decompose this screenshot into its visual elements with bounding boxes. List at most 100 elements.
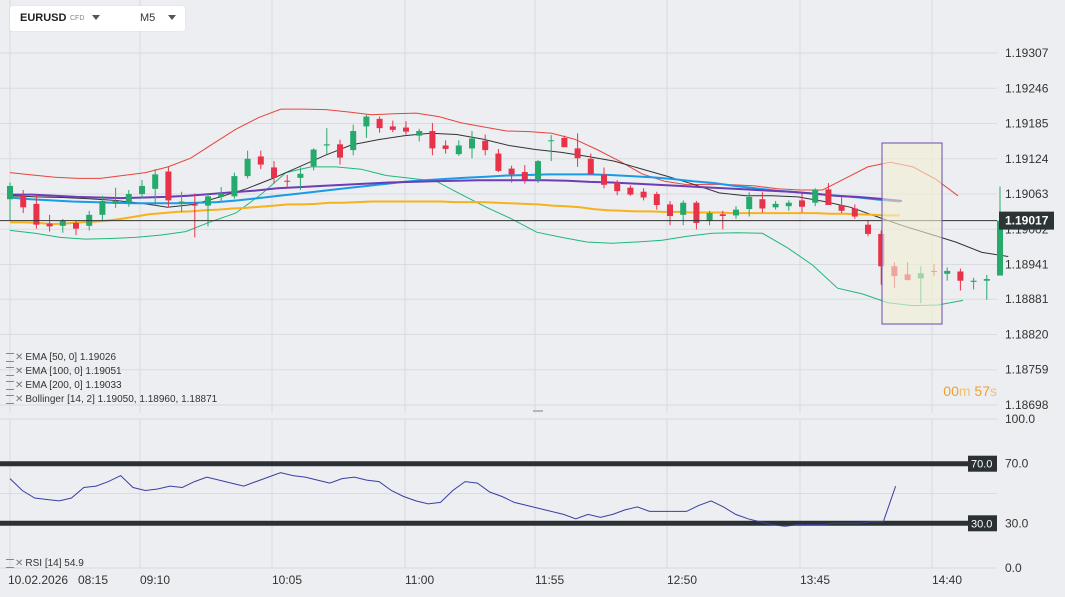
indicator-legend-bollinger[interactable]: ✕ Bollinger [14, 2] 1.19050, 1.18960, 1.1… bbox=[6, 394, 217, 405]
menu-icon[interactable] bbox=[6, 352, 14, 362]
rsi-tick-label: 100.0 bbox=[1005, 412, 1035, 426]
candle-up bbox=[746, 196, 753, 210]
timeframe-label[interactable]: M5 bbox=[140, 12, 156, 24]
candle-down bbox=[403, 127, 409, 132]
time-tick-label: 10.02.2026 bbox=[8, 573, 68, 587]
timer-seconds-unit: s bbox=[990, 383, 997, 399]
indicator-label: Bollinger [14, 2] 1.19050, 1.18960, 1.18… bbox=[25, 394, 218, 405]
time-tick-label: 11:55 bbox=[535, 573, 564, 587]
candle-down bbox=[601, 174, 607, 185]
candle-down bbox=[508, 168, 515, 175]
time-tick-label: 08:15 bbox=[78, 573, 108, 587]
candle-down bbox=[587, 158, 594, 175]
candle-down bbox=[165, 171, 172, 201]
candle-up bbox=[970, 280, 977, 282]
candle-down bbox=[640, 191, 647, 198]
symbol-sub-label: CFD bbox=[70, 15, 85, 22]
indicator-legend-ema100[interactable]: ✕ EMA [100, 0] 1.19051 bbox=[6, 366, 122, 377]
candle-up bbox=[785, 202, 792, 207]
price-tick-label: 1.19063 bbox=[1005, 187, 1049, 201]
rsi-30-badge-label: 30.0 bbox=[971, 518, 992, 530]
candle-up bbox=[944, 270, 951, 274]
rsi-label: RSI [14] 54.9 bbox=[25, 558, 84, 569]
candle-down bbox=[653, 194, 660, 206]
price-tick-label: 1.18941 bbox=[1005, 258, 1049, 272]
rsi-line bbox=[9, 472, 897, 527]
close-icon[interactable]: ✕ bbox=[15, 558, 24, 569]
candle-up bbox=[297, 173, 304, 178]
rsi-tick-label: 70.0 bbox=[1005, 457, 1029, 471]
time-tick-label: 11:00 bbox=[405, 573, 434, 587]
rsi-30-badge bbox=[968, 515, 997, 532]
menu-icon[interactable] bbox=[6, 366, 14, 376]
time-tick-label: 13:45 bbox=[800, 573, 830, 587]
candle-down bbox=[693, 202, 700, 223]
candle-down bbox=[337, 144, 343, 158]
close-icon[interactable]: ✕ bbox=[15, 380, 24, 391]
timer-minutes: 00 bbox=[943, 383, 959, 399]
candle-up bbox=[323, 144, 330, 146]
candle-down bbox=[284, 180, 291, 182]
price-tick-label: 1.19124 bbox=[1005, 152, 1049, 166]
candle-down bbox=[878, 233, 885, 267]
candle-down bbox=[482, 140, 489, 151]
candle-down bbox=[759, 199, 766, 209]
candle-up bbox=[363, 116, 370, 127]
menu-icon[interactable] bbox=[6, 380, 14, 390]
candle-down bbox=[574, 148, 581, 159]
candle-down bbox=[429, 131, 436, 149]
rsi-tick-label: 30.0 bbox=[1005, 516, 1029, 530]
timeframe-dropdown-chevron-icon[interactable] bbox=[168, 15, 176, 20]
symbol-toolbar: EURUSD CFD M5 bbox=[10, 6, 185, 31]
candle-up bbox=[139, 185, 145, 195]
price-tick-label: 1.19307 bbox=[1005, 46, 1049, 60]
candle-up bbox=[812, 189, 819, 203]
indicator-legend-ema200[interactable]: ✕ EMA [200, 0] 1.19033 bbox=[6, 380, 122, 391]
rsi-70-badge bbox=[968, 455, 997, 472]
rsi-legend[interactable]: ✕ RSI [14] 54.9 bbox=[6, 558, 84, 569]
time-tick-label: 09:10 bbox=[140, 573, 170, 587]
candle-up bbox=[99, 200, 106, 215]
indicator-label: EMA [50, 0] 1.19026 bbox=[25, 352, 117, 363]
candle-up bbox=[7, 185, 13, 200]
rsi-tick-label: 0.0 bbox=[1005, 561, 1022, 575]
candle-down bbox=[799, 200, 805, 207]
close-icon[interactable]: ✕ bbox=[15, 394, 24, 405]
candle-down bbox=[73, 222, 79, 229]
candle-down bbox=[667, 204, 673, 216]
ema50-line bbox=[10, 200, 900, 226]
candle-up bbox=[997, 220, 1003, 276]
price-tick-label: 1.18759 bbox=[1005, 363, 1049, 377]
price-tick-label: 1.19246 bbox=[1005, 81, 1049, 95]
close-icon[interactable]: ✕ bbox=[15, 352, 24, 363]
price-tick-label: 1.18698 bbox=[1005, 398, 1049, 412]
candle-up bbox=[244, 158, 251, 177]
candle-up bbox=[152, 174, 159, 189]
time-tick-label: 14:40 bbox=[932, 573, 962, 587]
symbol-dropdown-chevron-icon[interactable] bbox=[92, 15, 100, 20]
candle-down bbox=[851, 208, 858, 217]
candle-down bbox=[627, 187, 634, 195]
time-tick-label: 10:05 bbox=[272, 573, 302, 587]
candle-down bbox=[957, 271, 964, 281]
candle-up bbox=[416, 131, 423, 136]
candle-down bbox=[825, 189, 832, 206]
menu-icon[interactable] bbox=[6, 394, 14, 404]
candle-up bbox=[706, 213, 713, 221]
axes: 1.19307 1.19246 1.19185 1.19124 1.19063 1.190… bbox=[0, 46, 1054, 587]
candle-up bbox=[59, 220, 66, 226]
candle-up bbox=[983, 278, 990, 281]
menu-icon[interactable] bbox=[6, 558, 14, 568]
time-tick-label: 12:50 bbox=[667, 573, 697, 587]
candle-down bbox=[561, 137, 568, 148]
candles bbox=[7, 114, 1003, 304]
candle-up bbox=[733, 209, 739, 216]
candle-down bbox=[838, 205, 845, 211]
symbol-label[interactable]: EURUSD bbox=[20, 12, 67, 24]
indicator-legend-ema50[interactable]: ✕ EMA [50, 0] 1.19026 bbox=[6, 352, 116, 363]
close-icon[interactable]: ✕ bbox=[15, 366, 24, 377]
candle-down bbox=[865, 224, 871, 234]
candle-down bbox=[191, 204, 198, 206]
